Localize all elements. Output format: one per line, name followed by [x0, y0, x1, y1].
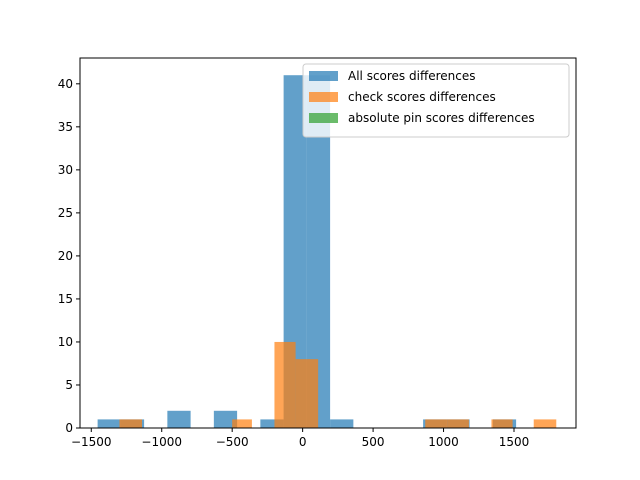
legend-swatch	[309, 92, 338, 102]
y-tick-label: 0	[65, 421, 73, 435]
legend-label: absolute pin scores differences	[348, 111, 535, 125]
legend-swatch	[309, 113, 338, 123]
x-tick-label: 0	[299, 435, 307, 449]
x-tick-label: −500	[216, 435, 249, 449]
bar-series-0-bin-3	[213, 410, 238, 428]
legend: All scores differences check scores diffe…	[302, 63, 570, 138]
x-tick-label: 1500	[499, 435, 530, 449]
y-tick-label: 35	[58, 120, 73, 134]
y-tick-label: 10	[58, 335, 73, 349]
x-tick-label: 1000	[428, 435, 459, 449]
y-tick-label: 5	[65, 378, 73, 392]
y-axis: 0 5 10 15 20 25 30 35 40	[58, 77, 80, 435]
bar-series-0-bin-2	[167, 410, 191, 428]
y-tick-label: 15	[58, 292, 73, 306]
bar-series-0-bin-5	[283, 75, 307, 429]
y-tick-label: 40	[58, 77, 73, 91]
x-axis: −1500 −1000 −500 0 500 1000 1500	[71, 428, 529, 449]
y-tick-label: 30	[58, 163, 73, 177]
bar-series-1-bin-6	[491, 419, 513, 428]
y-tick-label: 25	[58, 206, 73, 220]
bars-layer	[97, 75, 557, 429]
bar-series-0-bin-7	[330, 419, 354, 428]
bar-series-1-bin-1	[232, 419, 252, 428]
y-tick-label: 20	[58, 249, 73, 263]
bar-series-0-bin-4	[260, 419, 284, 428]
x-tick-label: −1500	[71, 435, 112, 449]
legend-box	[302, 63, 570, 138]
bar-series-1-bin-3	[295, 359, 319, 428]
bar-series-1-bin-4	[425, 419, 448, 428]
x-tick-label: −1000	[141, 435, 182, 449]
plot-frame	[79, 57, 577, 429]
bar-series-1-bin-2	[274, 341, 296, 428]
bar-series-1-bin-7	[533, 419, 557, 428]
bar-series-0-bin-6	[306, 75, 331, 429]
bar-series-1-bin-0	[119, 419, 142, 428]
legend-label: All scores differences	[348, 69, 476, 83]
legend-swatch	[309, 71, 338, 81]
legend-label: check scores differences	[348, 90, 496, 104]
x-tick-label: 500	[362, 435, 385, 449]
bar-series-0-bin-0	[97, 419, 121, 428]
bar-series-1-bin-5	[447, 419, 469, 428]
